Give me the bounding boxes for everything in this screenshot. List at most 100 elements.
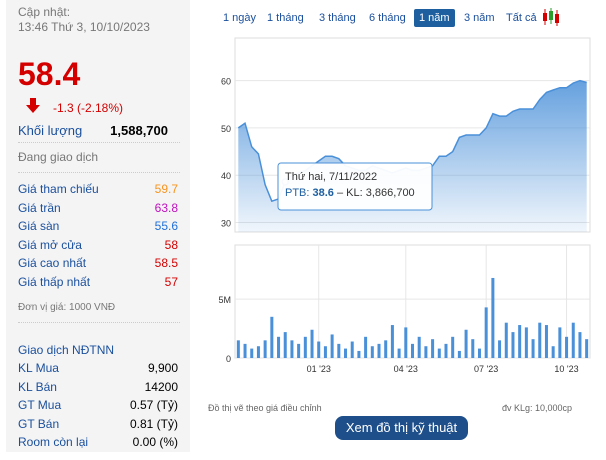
x-tick-label: 07 '23 [474, 364, 498, 374]
foreign-value: 0.81 (Tỷ) [129, 416, 178, 431]
tooltip-value: 38.6 [313, 187, 334, 199]
stat-row: Giá mở cửa 58 [18, 238, 178, 256]
foreign-value: 0.57 (Tỷ) [129, 398, 178, 413]
volume-bar [250, 348, 254, 358]
tooltip-line: PTB: 38.6 – KL: 3,866,700 [285, 187, 415, 199]
stat-row: Giá tham chiếu 59.7 [18, 182, 178, 200]
y-tick-label: 60 [221, 77, 231, 87]
volume-bar [585, 339, 589, 358]
volume-bar [397, 348, 401, 358]
range-button[interactable]: 1 tháng [267, 12, 304, 24]
stat-label: Giá thấp nhất [18, 275, 91, 289]
volume-bar [571, 322, 575, 358]
volume-bar [364, 336, 368, 358]
volume-bar [370, 346, 374, 358]
volume-bar [317, 341, 321, 358]
stat-label: Giá sàn [18, 219, 60, 234]
volume-bar [484, 307, 488, 358]
range-button[interactable]: 6 tháng [369, 12, 406, 24]
range-button[interactable]: 1 năm [414, 9, 455, 27]
chart-panel: 1 ngày 1 tháng 3 tháng 6 tháng 1 năm 3 năm Tất… [196, 0, 606, 460]
stat-row: Giá thấp nhất 57 [18, 275, 178, 293]
volume-bar [491, 277, 495, 358]
y-tick-label: 50 [221, 124, 231, 134]
volume-bar [290, 340, 294, 358]
separator [18, 172, 180, 173]
volume-bar [390, 325, 394, 358]
volume-bar [518, 325, 522, 358]
volume-bar [498, 340, 502, 358]
stat-label: Giá mở cửa [18, 237, 82, 252]
volume-bar [417, 336, 421, 358]
range-button[interactable]: 3 năm [464, 12, 495, 24]
footnote-right: đv KLg: 10,000cp [501, 403, 572, 413]
range-button[interactable]: 3 tháng [319, 12, 356, 24]
volume-bar [330, 334, 334, 358]
volume-bar [310, 329, 314, 358]
stat-label: Giá trần [18, 200, 61, 215]
y-tick-label: 5M [218, 295, 231, 305]
foreign-row: GT Bán 0.81 (Tỷ) [18, 417, 178, 435]
volume-bar [404, 327, 408, 358]
stat-label: Giá cao nhất [18, 256, 87, 271]
foreign-label: KL Bán [18, 379, 57, 394]
updated-label: Cập nhật: [18, 5, 71, 19]
volume-bar [303, 336, 307, 358]
tooltip-box [277, 162, 433, 211]
volume-bar [471, 339, 475, 358]
technical-chart-button[interactable]: Xem đồ thị kỹ thuật [335, 416, 468, 440]
stat-label: Giá tham chiếu [18, 182, 99, 196]
volume-bar [524, 327, 528, 358]
volume-bar [504, 322, 508, 358]
foreign-value: 0.00 (%) [132, 435, 178, 450]
x-tick-label: 04 '23 [394, 364, 418, 374]
foreign-row: KL Mua 9,900 [18, 361, 178, 379]
plot-frame [234, 244, 591, 359]
stat-value: 63.8 [154, 200, 178, 215]
volume-bar [558, 327, 562, 358]
volume-bar [457, 350, 461, 358]
foreign-row: GT Mua 0.57 (Tỷ) [18, 398, 178, 416]
volume-bar [464, 329, 468, 358]
x-tick-label: 01 '23 [307, 364, 331, 374]
separator [18, 322, 180, 323]
foreign-label: GT Mua [18, 398, 62, 413]
foreign-value: 9,900 [147, 361, 178, 375]
volume-label: Khối lượng [18, 123, 83, 138]
volume-bar [410, 343, 415, 358]
down-arrow [26, 98, 40, 113]
foreign-value: 14200 [144, 379, 178, 394]
y-tick-label: 0 [226, 354, 231, 364]
stat-row: Giá trần 63.8 [18, 201, 178, 219]
volume-bar [297, 343, 301, 358]
stat-value: 59.7 [154, 182, 178, 196]
foreign-row: KL Bán 14200 [18, 380, 178, 398]
footnote-left: Đồ thị vẽ theo giá điều chỉnh [208, 403, 322, 413]
volume-bar [511, 332, 515, 358]
stat-value: 58 [164, 237, 178, 252]
volume-bar [323, 346, 327, 358]
volume-bar [277, 336, 281, 358]
volume-bar [350, 341, 354, 358]
volume-bar [578, 332, 582, 358]
volume-bar [451, 336, 455, 358]
volume-bar [551, 346, 555, 358]
y-tick-label: 30 [221, 219, 231, 229]
volume-bar [477, 348, 481, 358]
separator [18, 142, 180, 143]
status: Đang giao dịch [18, 150, 99, 164]
price-change: -1.3 (-2.18%) [53, 101, 124, 115]
volume-bar [337, 343, 341, 358]
volume-value: 1,588,700 [110, 123, 168, 138]
volume-bar [344, 348, 348, 358]
volume-bar [236, 340, 240, 358]
range-button[interactable]: 1 ngày [223, 12, 257, 24]
stat-row: Giá sàn 55.6 [18, 219, 178, 237]
candlestick-icon[interactable] [542, 7, 562, 27]
range-button[interactable]: Tất cả [506, 12, 537, 24]
tooltip-volume: – KL: 3,866,700 [337, 187, 415, 199]
foreign-label: Room còn lại [18, 435, 89, 450]
volume-bar [357, 350, 361, 358]
